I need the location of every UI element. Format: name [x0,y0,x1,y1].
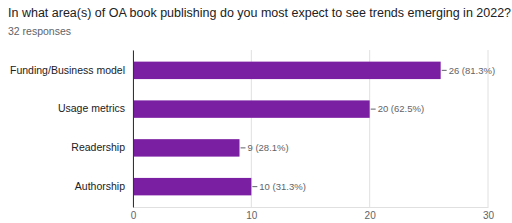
x-tick-label: 0 [131,210,137,221]
y-tick: Usage metrics [58,102,133,114]
grid [133,50,488,207]
x-tick: 20 [365,207,377,221]
y-tick: Funding/Business model [10,64,133,76]
x-axis: 0 10 20 30 [131,207,495,221]
category-label: Authorship [75,180,125,192]
grid-line [133,50,134,207]
bar [133,100,370,117]
bars [133,62,441,196]
y-tick: Readership [71,141,133,153]
bar [133,178,251,195]
x-tick-label: 20 [365,210,377,221]
category-label: Readership [71,141,125,153]
x-tick-label: 10 [246,210,258,221]
x-axis-line [134,207,489,208]
title: In what area(s) of OA book publishing do… [8,6,511,20]
bar [133,139,240,156]
x-tick: 30 [483,207,495,221]
data-label: 20 (62.5%) [378,103,424,114]
x-tick: 0 [131,207,137,221]
label-leader [252,186,257,187]
subtitle: 32 responses [8,25,71,37]
chart: In what area(s) of OA book publishing do… [0,0,512,223]
data-labels: 26 (81.3%) 20 (62.5%) 9 (28.1%) 10 (31.3%) [241,65,496,192]
category-label: Usage metrics [58,102,125,114]
y-axis-line [133,51,134,208]
data-label: 9 (28.1%) [248,142,289,153]
bar [133,62,441,79]
y-tick: Authorship [75,180,133,192]
y-axis: Funding/Business model Usage metrics Reade… [10,51,133,208]
x-tick-label: 30 [483,210,495,221]
x-tick: 10 [246,207,258,221]
label-leader [371,109,376,110]
label-leader [241,147,246,148]
label-leader [442,70,447,71]
plot: 0 10 20 30 Funding/Business model Usage metri… [10,50,495,221]
data-label: 26 (81.3%) [449,65,495,76]
category-label: Funding/Business model [10,64,125,76]
data-label: 10 (31.3%) [259,181,305,192]
